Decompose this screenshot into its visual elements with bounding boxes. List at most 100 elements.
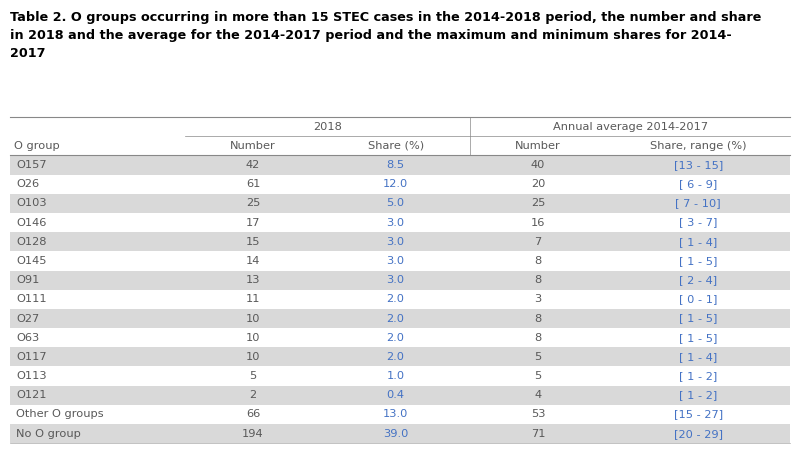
Text: 4: 4 xyxy=(534,390,542,400)
Text: 2.0: 2.0 xyxy=(386,333,405,343)
Bar xyxy=(10,213,790,232)
Text: O145: O145 xyxy=(16,256,46,266)
Bar xyxy=(10,290,790,309)
Text: 10: 10 xyxy=(246,314,260,324)
Text: O111: O111 xyxy=(16,294,46,304)
Text: O128: O128 xyxy=(16,237,46,247)
Text: 8: 8 xyxy=(534,314,542,324)
Text: 5: 5 xyxy=(534,352,542,362)
Text: Number: Number xyxy=(515,141,561,151)
Text: 2: 2 xyxy=(250,390,257,400)
Text: 71: 71 xyxy=(531,429,546,439)
Text: Table 2. O groups occurring in more than 15 STEC cases in the 2014-2018 period, : Table 2. O groups occurring in more than… xyxy=(10,11,761,24)
Bar xyxy=(10,424,790,443)
Text: 8: 8 xyxy=(534,275,542,285)
Text: 16: 16 xyxy=(531,217,546,228)
Text: 11: 11 xyxy=(246,294,260,304)
Text: 13.0: 13.0 xyxy=(383,410,408,419)
Text: O91: O91 xyxy=(16,275,39,285)
Text: [ 6 - 9]: [ 6 - 9] xyxy=(679,179,718,189)
Text: O117: O117 xyxy=(16,352,46,362)
Text: [ 2 - 4]: [ 2 - 4] xyxy=(679,275,718,285)
Text: [15 - 27]: [15 - 27] xyxy=(674,410,723,419)
Text: 13: 13 xyxy=(246,275,260,285)
Text: 10: 10 xyxy=(246,352,260,362)
Bar xyxy=(10,232,790,252)
Text: 8.5: 8.5 xyxy=(386,160,405,170)
Bar xyxy=(10,194,790,213)
Text: [ 1 - 2]: [ 1 - 2] xyxy=(679,371,718,381)
Bar xyxy=(10,386,790,405)
Text: [ 1 - 4]: [ 1 - 4] xyxy=(679,237,718,247)
Text: [ 0 - 1]: [ 0 - 1] xyxy=(679,294,718,304)
Text: [ 1 - 2]: [ 1 - 2] xyxy=(679,390,718,400)
Bar xyxy=(10,252,790,270)
Text: O group: O group xyxy=(14,141,60,151)
Text: 25: 25 xyxy=(531,198,546,208)
Bar xyxy=(10,155,790,175)
Text: Other O groups: Other O groups xyxy=(16,410,104,419)
Text: 194: 194 xyxy=(242,429,264,439)
Text: 5.0: 5.0 xyxy=(386,198,405,208)
Text: 5: 5 xyxy=(250,371,257,381)
Text: O103: O103 xyxy=(16,198,46,208)
Text: 10: 10 xyxy=(246,333,260,343)
Text: 8: 8 xyxy=(534,256,542,266)
Text: 12.0: 12.0 xyxy=(383,179,408,189)
Text: in 2018 and the average for the 2014-2017 period and the maximum and minimum sha: in 2018 and the average for the 2014-201… xyxy=(10,29,731,42)
Text: [ 3 - 7]: [ 3 - 7] xyxy=(679,217,718,228)
Text: 2017: 2017 xyxy=(10,47,45,60)
Text: 1.0: 1.0 xyxy=(386,371,405,381)
Text: 3.0: 3.0 xyxy=(386,237,405,247)
Text: [ 1 - 4]: [ 1 - 4] xyxy=(679,352,718,362)
Text: 7: 7 xyxy=(534,237,542,247)
Text: O27: O27 xyxy=(16,314,39,324)
Text: 2.0: 2.0 xyxy=(386,352,405,362)
Text: 15: 15 xyxy=(246,237,260,247)
Text: 3.0: 3.0 xyxy=(386,275,405,285)
Text: 20: 20 xyxy=(531,179,546,189)
Text: Annual average 2014-2017: Annual average 2014-2017 xyxy=(553,122,708,131)
Text: Share, range (%): Share, range (%) xyxy=(650,141,746,151)
Text: 5: 5 xyxy=(534,371,542,381)
Bar xyxy=(10,270,790,290)
Text: [ 7 - 10]: [ 7 - 10] xyxy=(675,198,721,208)
Text: 2.0: 2.0 xyxy=(386,314,405,324)
Bar xyxy=(10,309,790,328)
Bar xyxy=(10,117,790,136)
Text: 3.0: 3.0 xyxy=(386,217,405,228)
Text: No O group: No O group xyxy=(16,429,81,439)
Bar xyxy=(10,347,790,366)
Text: 2018: 2018 xyxy=(313,122,342,131)
Text: [ 1 - 5]: [ 1 - 5] xyxy=(679,314,718,324)
Text: [ 1 - 5]: [ 1 - 5] xyxy=(679,256,718,266)
Text: 39.0: 39.0 xyxy=(383,429,408,439)
Bar xyxy=(10,405,790,424)
Text: 8: 8 xyxy=(534,333,542,343)
Text: [ 1 - 5]: [ 1 - 5] xyxy=(679,333,718,343)
Bar xyxy=(10,175,790,194)
Bar xyxy=(10,328,790,347)
Text: Share (%): Share (%) xyxy=(367,141,424,151)
Text: 42: 42 xyxy=(246,160,260,170)
Text: O157: O157 xyxy=(16,160,46,170)
Text: O146: O146 xyxy=(16,217,46,228)
Text: 40: 40 xyxy=(531,160,546,170)
Text: [20 - 29]: [20 - 29] xyxy=(674,429,722,439)
Text: 17: 17 xyxy=(246,217,260,228)
Text: 14: 14 xyxy=(246,256,260,266)
Text: 2.0: 2.0 xyxy=(386,294,405,304)
Text: O26: O26 xyxy=(16,179,39,189)
Text: 3: 3 xyxy=(534,294,542,304)
Text: 25: 25 xyxy=(246,198,260,208)
Text: 53: 53 xyxy=(531,410,546,419)
Text: Number: Number xyxy=(230,141,276,151)
Text: O113: O113 xyxy=(16,371,46,381)
Text: 3.0: 3.0 xyxy=(386,256,405,266)
Text: 66: 66 xyxy=(246,410,260,419)
Text: O63: O63 xyxy=(16,333,39,343)
Text: O121: O121 xyxy=(16,390,46,400)
Bar xyxy=(10,136,790,155)
Text: 61: 61 xyxy=(246,179,260,189)
Bar xyxy=(10,366,790,386)
